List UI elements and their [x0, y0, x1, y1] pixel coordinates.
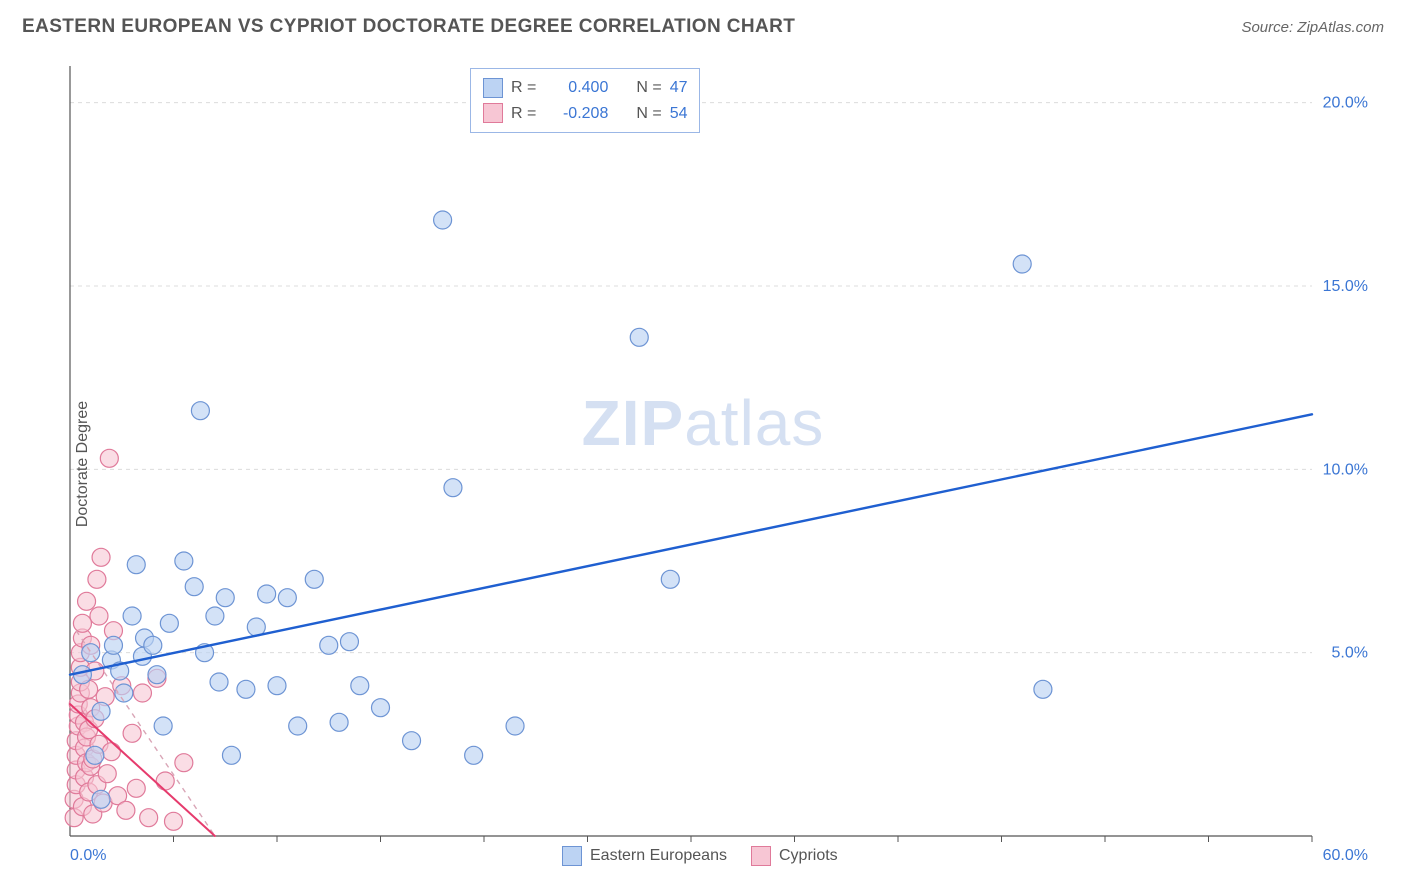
svg-text:5.0%: 5.0%	[1332, 645, 1368, 662]
legend-swatch	[483, 103, 503, 123]
svg-text:60.0%: 60.0%	[1323, 847, 1368, 864]
legend-swatch	[562, 846, 582, 866]
r-label: R =	[511, 101, 536, 127]
n-value: 54	[670, 101, 688, 127]
legend-swatch	[751, 846, 771, 866]
svg-text:15.0%: 15.0%	[1323, 278, 1368, 295]
y-axis-label: Doctorate Degree	[74, 401, 92, 527]
legend-item: Eastern Europeans	[562, 846, 727, 866]
series-legend: Eastern Europeans Cypriots	[562, 846, 838, 866]
svg-text:20.0%: 20.0%	[1323, 95, 1368, 112]
svg-text:10.0%: 10.0%	[1323, 461, 1368, 478]
r-value: 0.400	[544, 75, 608, 101]
n-value: 47	[670, 75, 688, 101]
chart-source: Source: ZipAtlas.com	[1241, 19, 1384, 36]
legend-label: Eastern Europeans	[590, 847, 727, 865]
r-value: -0.208	[544, 101, 608, 127]
legend-swatch	[483, 78, 503, 98]
scatter-chart: 5.0% 10.0% 15.0% 20.0% 0.0% 60.0%	[22, 54, 1384, 874]
correlation-legend: R = 0.400 N = 47 R = -0.208 N = 54	[470, 68, 700, 133]
svg-text:0.0%: 0.0%	[70, 847, 106, 864]
legend-label: Cypriots	[779, 847, 838, 865]
legend-row: R = -0.208 N = 54	[483, 101, 687, 127]
chart-area: Doctorate Degree ZIPatlas 5.0%10.0%15.0%…	[22, 54, 1384, 874]
n-label: N =	[636, 75, 661, 101]
legend-row: R = 0.400 N = 47	[483, 75, 687, 101]
chart-title: EASTERN EUROPEAN VS CYPRIOT DOCTORATE DE…	[22, 16, 795, 38]
r-label: R =	[511, 75, 536, 101]
chart-header: EASTERN EUROPEAN VS CYPRIOT DOCTORATE DE…	[22, 16, 1384, 38]
legend-item: Cypriots	[751, 846, 838, 866]
n-label: N =	[636, 101, 661, 127]
